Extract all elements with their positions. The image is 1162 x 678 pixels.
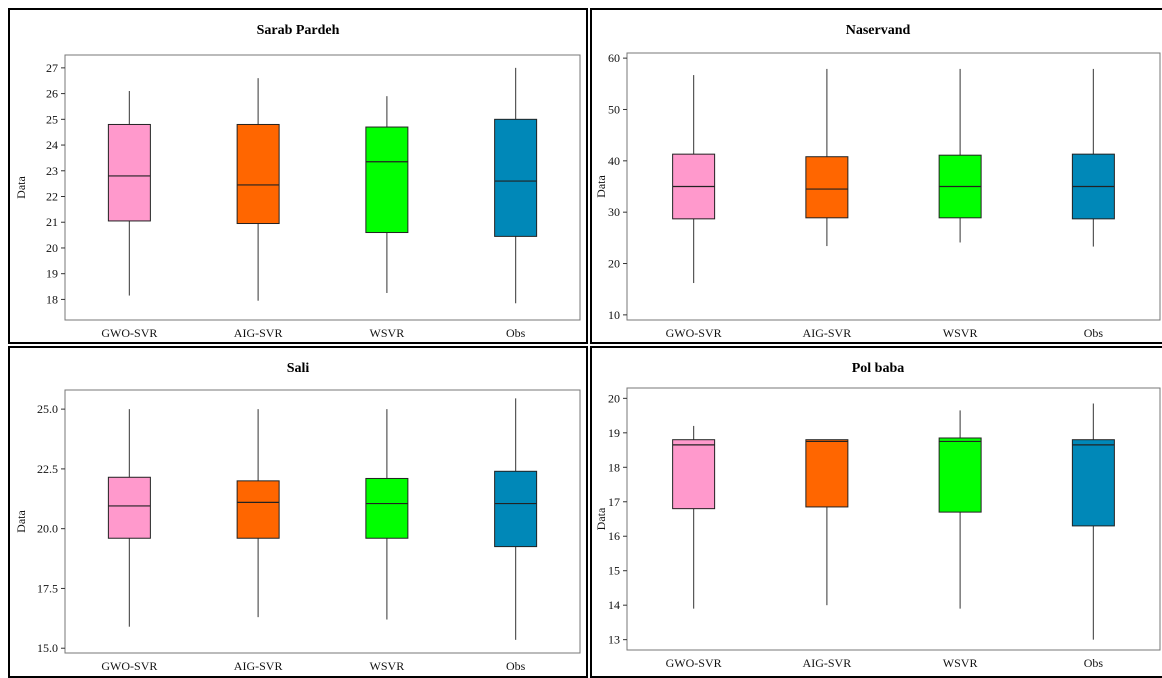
y-axis-label: Data: [594, 175, 608, 198]
y-tick-label: 20.0: [37, 522, 58, 536]
category-label-aig-svr: AIG-SVR: [234, 659, 283, 673]
category-label-aig-svr: AIG-SVR: [234, 326, 283, 340]
box-gwo-svr: [107, 123, 151, 222]
category-label-wsvr: WSVR: [943, 656, 978, 670]
y-tick-label: 19: [608, 426, 620, 440]
category-label-gwo-svr: GWO-SVR: [666, 326, 722, 340]
chart-sarab-pardeh: Sarab Pardeh 18 19 20 21 22 23 24 25 26 27 Data GWO-…: [14, 23, 581, 340]
y-tick-label: 23: [46, 164, 58, 178]
category-label-gwo-svr: GWO-SVR: [101, 659, 157, 673]
box-aig-svr: [805, 156, 849, 219]
y-tick-label: 25.0: [37, 402, 58, 416]
y-tick-label: 15: [608, 564, 620, 578]
box-aig-svr: [805, 439, 849, 508]
box-wsvr: [938, 437, 982, 513]
y-tick-label: 24: [46, 138, 58, 152]
chart-panel-sali: Sali 15.0 17.5 20.0 22.5 25.0 Data GWO-SVR AIG-S…: [8, 346, 588, 678]
y-tick-label: 20: [46, 241, 58, 255]
plot-frame: [64, 54, 581, 321]
category-label-obs: Obs: [506, 326, 526, 340]
y-tick-label: 20: [608, 391, 620, 405]
category-label-obs: Obs: [506, 659, 526, 673]
plot-frame: [626, 52, 1161, 321]
box-obs: [494, 470, 538, 548]
category-label-wsvr: WSVR: [943, 326, 978, 340]
chart-naservand: Naservand 10 20 30 40 50 60 Data GWO-SVR AIG-SVR W…: [594, 23, 1161, 340]
category-label-gwo-svr: GWO-SVR: [666, 656, 722, 670]
y-tick-label: 17: [608, 495, 620, 509]
category-label-aig-svr: AIG-SVR: [803, 656, 852, 670]
category-label-wsvr: WSVR: [370, 659, 405, 673]
y-tick-label: 40: [608, 154, 620, 168]
chart-title: Pol baba: [852, 361, 905, 376]
chart-pol-baba: Pol baba 13 14 15 16 17 18 19 20 Data GWO-SVR AIG-S…: [594, 361, 1161, 670]
y-tick-label: 22.5: [37, 462, 58, 476]
box-obs: [494, 118, 538, 237]
y-axis-label: Data: [594, 507, 608, 530]
y-tick-label: 18: [608, 460, 620, 474]
y-tick-label: 15.0: [37, 641, 58, 655]
y-tick-label: 16: [608, 529, 620, 543]
y-tick-label: 27: [46, 61, 58, 75]
y-tick-label: 60: [608, 51, 620, 65]
y-tick-label: 30: [608, 205, 620, 219]
y-tick-label: 26: [46, 87, 58, 101]
box-wsvr: [365, 477, 409, 539]
y-tick-label: 20: [608, 257, 620, 271]
y-tick-label: 25: [46, 112, 58, 126]
chart-panel-pol-baba: Pol baba 13 14 15 16 17 18 19 20 Data GWO-SVR AIG-S…: [590, 346, 1162, 678]
chart-title: Sarab Pardeh: [257, 23, 340, 38]
plot-frame: [626, 387, 1161, 651]
y-tick-label: 19: [46, 267, 58, 281]
category-label-wsvr: WSVR: [370, 326, 405, 340]
y-tick-label: 17.5: [37, 581, 58, 595]
chart-panel-sarab-pardeh: Sarab Pardeh 18 19 20 21 22 23 24 25 26 27 Data GWO-…: [8, 8, 588, 344]
box-aig-svr: [236, 480, 280, 539]
y-axis-label: Data: [14, 176, 28, 199]
plot-frame: [64, 389, 581, 654]
box-wsvr: [365, 126, 409, 234]
category-label-obs: Obs: [1084, 656, 1104, 670]
y-axis-label: Data: [14, 510, 28, 533]
category-label-gwo-svr: GWO-SVR: [101, 326, 157, 340]
box-gwo-svr: [107, 476, 151, 539]
y-tick-label: 18: [46, 292, 58, 306]
y-tick-label: 22: [46, 190, 58, 204]
category-label-aig-svr: AIG-SVR: [803, 326, 852, 340]
y-tick-label: 21: [46, 215, 58, 229]
chart-panel-naservand: Naservand 10 20 30 40 50 60 Data GWO-SVR AIG-SVR W…: [590, 8, 1162, 344]
box-obs: [1071, 439, 1115, 527]
box-gwo-svr: [672, 439, 716, 510]
category-label-obs: Obs: [1084, 326, 1104, 340]
box-aig-svr: [236, 123, 280, 225]
chart-sali: Sali 15.0 17.5 20.0 22.5 25.0 Data GWO-SVR AIG-S…: [14, 361, 581, 673]
y-tick-label: 50: [608, 102, 620, 116]
chart-title: Naservand: [846, 23, 911, 38]
y-tick-label: 14: [608, 598, 620, 612]
y-tick-label: 13: [608, 633, 620, 647]
y-tick-label: 10: [608, 308, 620, 322]
chart-title: Sali: [287, 361, 310, 376]
